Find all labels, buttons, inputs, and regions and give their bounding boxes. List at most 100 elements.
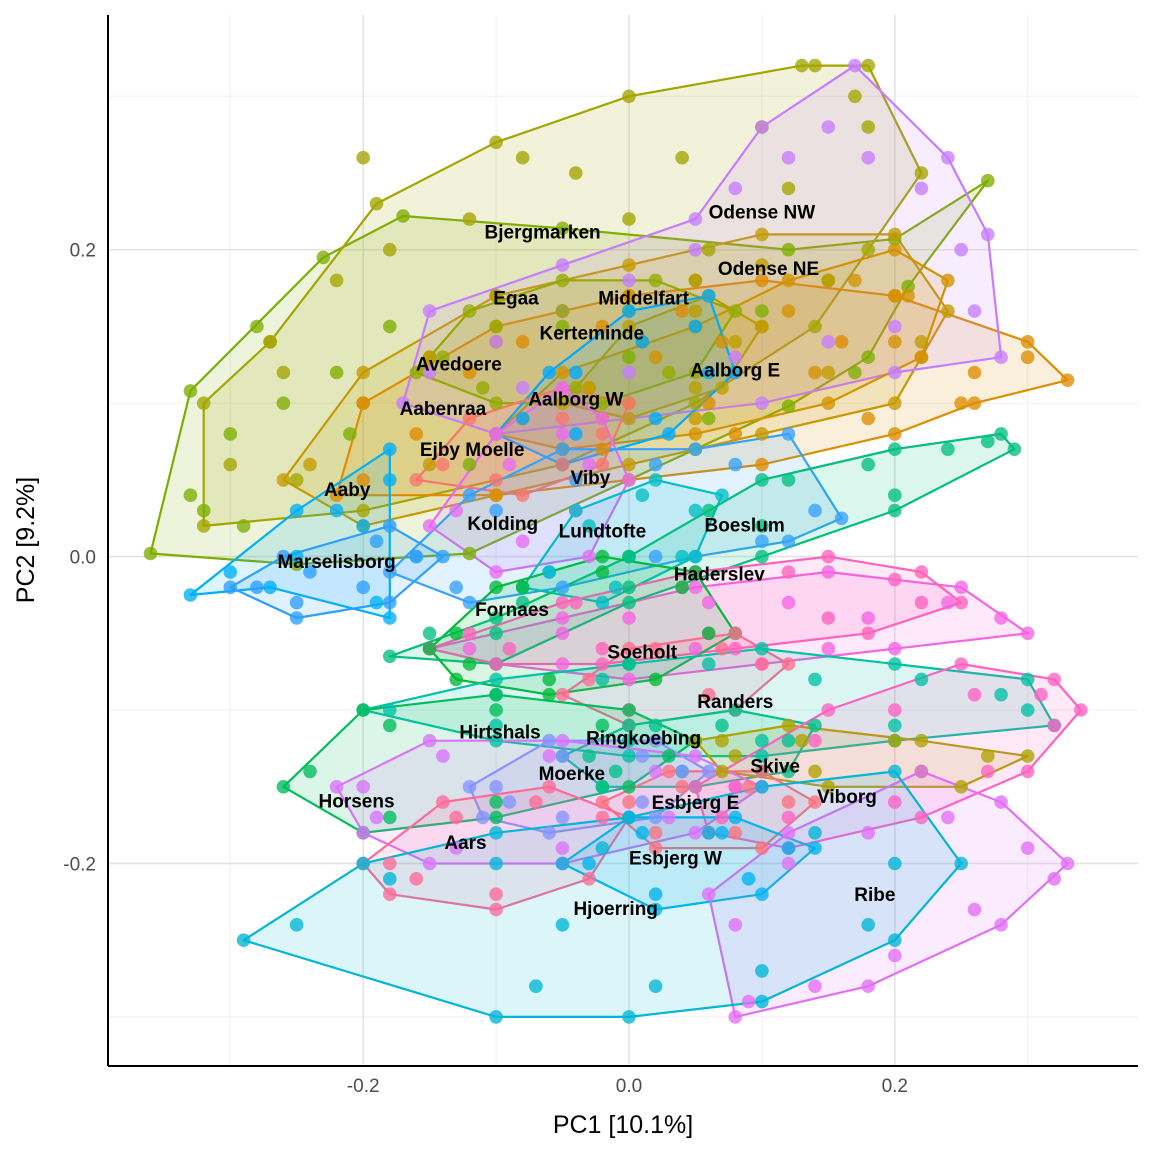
data-point [555,626,570,641]
data-point [436,795,450,809]
data-point [941,442,955,457]
data-point [289,473,304,487]
data-point [462,411,477,426]
data-point [555,304,570,318]
data-point [422,733,437,748]
data-point [569,473,583,487]
data-point [728,457,743,472]
data-point [595,427,610,441]
data-point [608,764,623,779]
data-point [981,749,995,763]
data-point [622,749,636,763]
data-point [569,427,583,441]
data-point [369,810,384,825]
data-point [289,549,304,564]
data-point [582,749,596,763]
data-point [808,795,822,809]
data-point [622,641,636,656]
y-axis-title: PC2 [9.2%] [12,477,40,603]
data-point [183,488,198,503]
data-point [888,365,902,380]
data-point [223,457,238,472]
data-point [728,350,743,365]
data-point [622,304,636,318]
data-point [755,841,769,855]
data-point [808,979,822,993]
data-point [888,396,902,411]
data-point [914,733,929,748]
data-point [1074,703,1088,717]
data-point [888,289,902,303]
data-point [515,595,530,610]
data-point [582,457,596,472]
data-point [701,595,716,610]
data-point [595,457,610,472]
data-point [701,396,716,411]
axes [107,15,1138,1067]
data-point [688,212,703,226]
data-point [888,856,902,871]
data-point [981,227,995,242]
data-point [329,488,344,503]
data-point [316,250,331,265]
data-point [688,242,703,257]
data-point [967,396,982,411]
data-point [688,780,703,794]
data-point [888,227,902,242]
data-point [489,887,503,901]
data-point [861,411,875,426]
data-point [515,580,530,595]
data-point [688,427,703,441]
data-point [236,933,251,947]
data-point [462,641,477,656]
data-point [223,580,238,595]
data-point [476,381,490,395]
data-point [1047,672,1062,687]
data-point [781,427,796,441]
data-point [289,503,304,518]
data-point [555,396,570,411]
data-point [276,780,291,794]
data-point [781,473,796,487]
data-point [648,887,663,901]
data-point [728,641,743,656]
data-point [143,546,158,561]
site-label: Viby [571,468,611,489]
data-point [303,764,317,779]
data-point [555,595,570,610]
data-point [648,457,663,472]
data-point [489,473,503,487]
data-point [236,519,251,533]
data-point [821,641,836,656]
site-label: Ringkoebing [586,729,701,750]
data-point [755,519,769,533]
data-point [263,580,277,595]
data-point [595,595,610,610]
data-point [622,1010,636,1024]
data-point [356,856,371,871]
data-point [502,457,517,472]
data-point [688,396,703,411]
data-point [555,841,570,855]
data-point [436,350,450,365]
data-point [781,534,796,549]
data-point [848,58,862,73]
data-point [635,795,650,809]
data-point [383,473,397,487]
data-point [848,89,862,104]
data-point [688,381,703,395]
data-point [741,872,756,886]
data-point [688,442,703,457]
data-point [356,703,371,717]
data-point [941,810,955,825]
data-point [529,795,543,809]
data-point [622,810,636,825]
data-point [356,150,371,165]
data-point [489,488,503,503]
data-point [781,150,796,165]
data-point [954,242,968,257]
data-point [489,703,503,717]
data-point [662,427,676,441]
data-point [675,580,689,595]
